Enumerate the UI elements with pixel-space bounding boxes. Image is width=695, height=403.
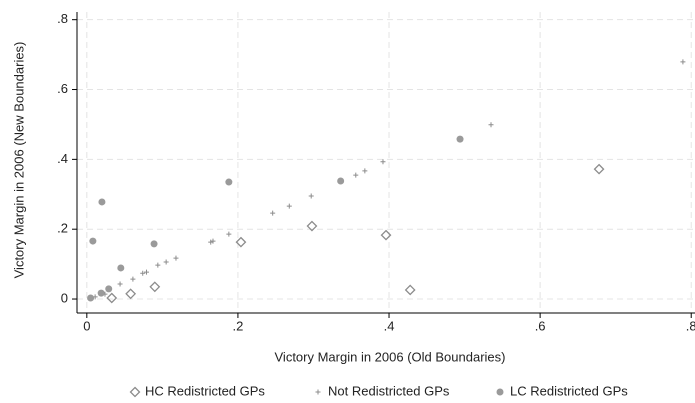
y-tick-label: .8: [57, 11, 68, 26]
point: [593, 163, 605, 175]
point: [97, 289, 105, 297]
legend-symbol: [496, 388, 504, 396]
point: [117, 281, 123, 287]
point: [680, 59, 686, 65]
legend-label: HC Redistricted GPs: [145, 383, 265, 398]
y-tick-label: 0: [61, 290, 68, 305]
legend-symbol: [315, 389, 321, 395]
point: [208, 239, 214, 245]
x-axis-label: Victory Margin in 2006 (Old Boundaries): [275, 349, 506, 364]
y-axis-label: Victory Margin in 2006 (New Boundaries): [11, 42, 26, 279]
point: [150, 240, 158, 248]
point: [337, 177, 345, 185]
legend-label: Not Redistricted GPs: [328, 383, 450, 398]
point: [105, 285, 113, 293]
point: [130, 276, 136, 282]
x-tick-label: .4: [384, 318, 395, 333]
point: [210, 238, 216, 244]
point: [173, 255, 179, 261]
point: [488, 122, 494, 128]
point: [270, 210, 276, 216]
point: [140, 270, 146, 276]
y-tick-label: .6: [57, 81, 68, 96]
point: [404, 284, 416, 296]
point: [155, 262, 161, 268]
point: [125, 288, 137, 300]
point: [235, 236, 247, 248]
point: [353, 172, 359, 178]
point: [106, 292, 118, 304]
legend-symbol: [129, 386, 141, 398]
point: [89, 237, 97, 245]
x-tick-label: 0: [83, 318, 90, 333]
point: [87, 294, 95, 302]
y-tick-label: .4: [57, 151, 68, 166]
point: [144, 269, 150, 275]
x-tick-label: .6: [535, 318, 546, 333]
point: [286, 203, 292, 209]
point: [362, 168, 368, 174]
point: [308, 193, 314, 199]
point: [226, 231, 232, 237]
point: [456, 135, 464, 143]
point: [380, 159, 386, 165]
x-tick-label: .2: [232, 318, 243, 333]
point: [117, 264, 125, 272]
point: [306, 220, 318, 232]
point: [98, 198, 106, 206]
legend-label: LC Redistricted GPs: [510, 383, 628, 398]
x-tick-label: .8: [686, 318, 695, 333]
point: [149, 281, 161, 293]
y-tick-label: .2: [57, 221, 68, 236]
point: [380, 229, 392, 241]
point: [163, 259, 169, 265]
point: [225, 178, 233, 186]
